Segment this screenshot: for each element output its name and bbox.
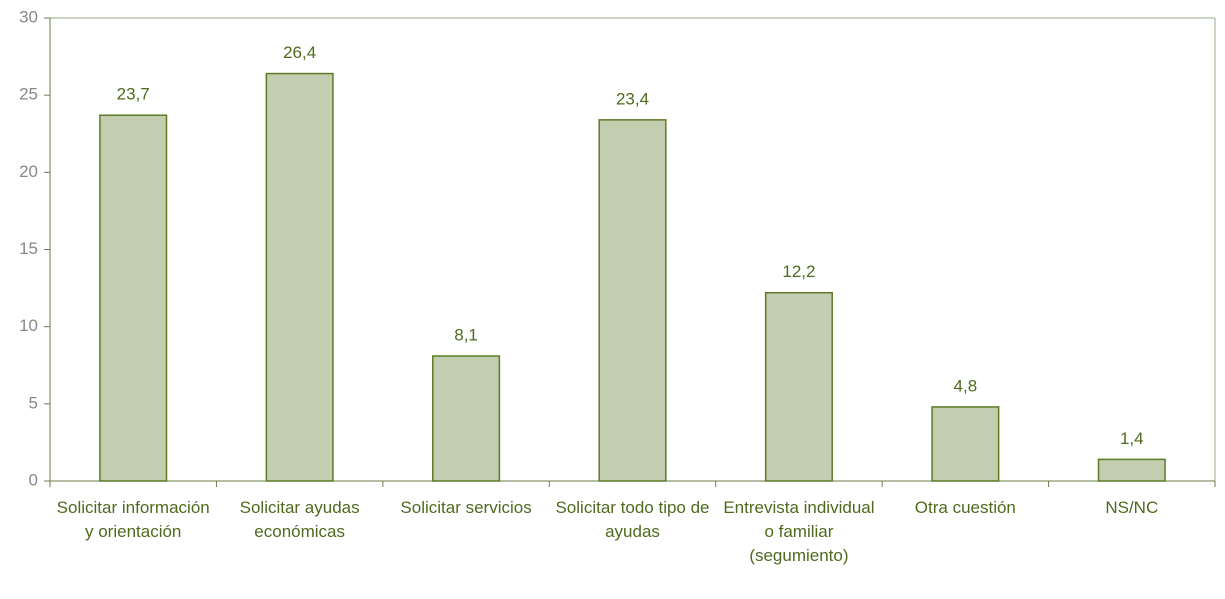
value-label: 23,7 — [117, 85, 150, 104]
y-tick-label: 15 — [19, 239, 38, 258]
bar — [598, 119, 667, 482]
bar — [432, 355, 501, 482]
bar — [764, 291, 833, 482]
x-tick-label: Otra cuestión — [914, 498, 1016, 517]
x-tick-label: NS/NC — [1105, 498, 1159, 517]
bar — [99, 114, 168, 482]
bar — [265, 72, 334, 482]
y-tick-label: 25 — [19, 85, 38, 104]
x-tick-label: Entrevista individual o familiar (segumi… — [723, 498, 875, 565]
y-tick-label: 5 — [29, 393, 38, 412]
y-tick-label: 10 — [19, 316, 38, 335]
value-label: 8,1 — [454, 325, 478, 344]
y-tick-label: 0 — [29, 470, 38, 489]
x-tick-label: Solicitar servicios — [400, 498, 532, 517]
x-tick-label: Solicitar todo tipo de ayudas — [555, 498, 710, 541]
y-tick-label: 30 — [19, 7, 38, 26]
x-tick-label: Solicitar ayudas económicas — [239, 498, 360, 541]
y-tick-label: 20 — [19, 162, 38, 181]
bar — [931, 406, 1000, 482]
value-label: 1,4 — [1120, 429, 1144, 448]
value-label: 4,8 — [954, 376, 978, 395]
value-label: 12,2 — [782, 262, 815, 281]
bar — [1097, 458, 1166, 482]
x-tick-label: Solicitar información y orientación — [56, 498, 210, 541]
value-label: 26,4 — [283, 43, 316, 62]
value-label: 23,4 — [616, 89, 649, 108]
